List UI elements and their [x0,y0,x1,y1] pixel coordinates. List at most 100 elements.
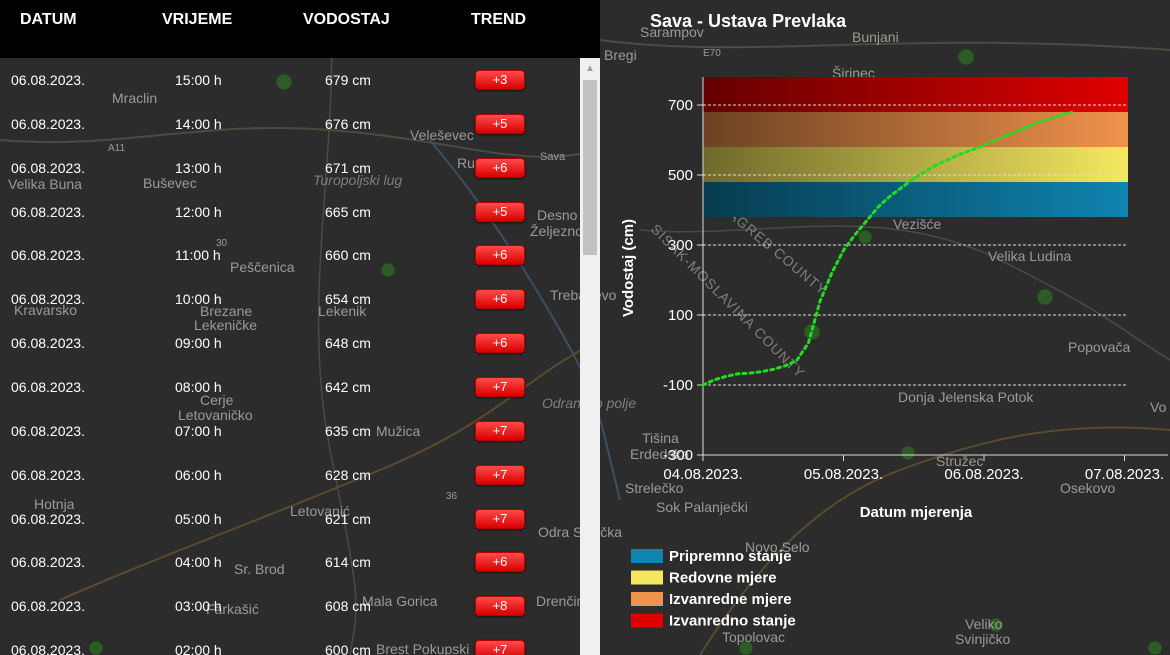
row-time: 02:00 h [175,642,222,655]
scroll-up-arrow-icon[interactable]: ▲ [585,63,595,74]
y-tick-labels: 700 500 300 100 -100 -300 [663,97,693,464]
header-level: VODOSTAJ [303,11,390,28]
row-time: 13:00 h [175,159,222,176]
table-header: DATUM VRIJEME VODOSTAJ TREND [0,0,600,58]
scroll-thumb[interactable] [583,80,597,255]
water-level-chart: Sava - Ustava Prevlaka 700 500 300 100 -100 -… [620,11,1168,630]
map-label: Tišina [642,430,679,446]
trend-badge: +6 [475,552,525,573]
map-label: Letovaničko [178,407,253,423]
table-row: 06.08.2023. 11:00 h 660 cm +6 [0,233,580,277]
map-label: Desno [537,207,578,223]
row-level: 628 cm [325,466,371,483]
table-body[interactable]: 06.08.2023. 15:00 h 679 cm +3 06.08.2023. 14:… [0,58,580,655]
row-level: 648 cm [325,335,371,352]
trend-badge: +5 [475,113,525,134]
trend-badge: +7 [475,508,525,529]
row-level: 621 cm [325,510,371,527]
row-time: 07:00 h [175,422,222,439]
x-tick-label: 04.08.2023. [663,466,742,483]
map-trees [88,48,1163,655]
map-label: 30 [216,238,228,249]
row-level: 665 cm [325,203,371,220]
table-row: 06.08.2023. 12:00 h 665 cm +5 [0,190,580,234]
x-tick-label: 06.08.2023. [944,466,1023,483]
trend-badge: +7 [475,376,525,397]
map-label: Osekovo [1060,480,1115,496]
row-time: 11:00 h [175,247,221,264]
table-scrollbar[interactable]: ▲ [580,58,600,655]
trend-badge: +6 [475,245,525,266]
header-date: DATUM [20,11,77,28]
row-date: 06.08.2023. [11,598,85,615]
zone-band-shade [703,182,1128,217]
x-tick-labels: 04.08.2023. 05.08.2023. 06.08.2023. 07.08.2… [663,455,1164,483]
map-label: Ru [457,155,475,171]
row-date: 06.08.2023. [11,466,85,483]
map-label: Svinjičko [955,631,1010,647]
row-date: 06.08.2023. [11,510,85,527]
legend: Pripremno stanje Redovne mjere Izvanredne … [631,548,796,630]
header-time: VRIJEME [162,11,233,28]
series-line [701,110,1074,387]
row-time: 12:00 h [175,203,222,220]
legend-label: Redovne mjere [669,570,777,587]
row-date: 06.08.2023. [11,115,85,132]
map-label: Lekenik [318,303,367,319]
y-tick-label: 100 [668,307,693,324]
row-date: 06.08.2023. [11,291,85,308]
table-row: 06.08.2023. 10:00 h 654 cm +6 [0,277,580,321]
x-tick-label: 07.08.2023. [1085,466,1164,483]
table-row: 06.08.2023. 06:00 h 628 cm +7 [0,453,580,497]
map-label: Bunjani [852,29,899,45]
grid-lines [697,104,1128,456]
trend-badge: +7 [475,464,525,485]
row-date: 06.08.2023. [11,378,85,395]
map-label: Novo Selo [745,539,810,555]
row-time: 15:00 h [175,72,222,88]
row-time: 04:00 h [175,554,222,571]
y-tick-label: 300 [668,237,693,254]
row-level: 671 cm [325,159,371,176]
table-row: 06.08.2023. 08:00 h 642 cm +7 [0,365,580,409]
row-level: 635 cm [325,422,371,439]
y-tick-label: -300 [663,447,693,464]
map-label: Brest Pokupski [376,641,469,655]
chart-axes [702,77,1168,456]
table-row: 06.08.2023. 13:00 h 671 cm +6 [0,146,580,190]
map-label: Velika Buna [8,176,82,192]
row-level: 679 cm [325,72,371,88]
trend-badge: +6 [475,157,525,178]
map-label: Mala Gorica [362,593,438,609]
legend-swatch [631,570,663,585]
map-label: Kravarsko [14,302,77,318]
trend-badge: +7 [475,640,525,655]
map-label: Topolovac [722,629,785,645]
zone-band-shade [703,112,1128,147]
legend-label: Izvanredno stanje [669,613,796,630]
water-level-table: DATUM VRIJEME VODOSTAJ TREND 06.08.2023.… [0,0,600,655]
row-level: 614 cm [325,554,371,571]
y-tick-label: -100 [663,377,693,394]
trend-badge: +5 [475,201,525,222]
table-row: 06.08.2023. 04:00 h 614 cm +6 [0,540,580,584]
row-date: 06.08.2023. [11,642,85,655]
map-label: Velika Ludina [988,248,1072,264]
trend-badge: +6 [475,289,525,310]
map-label: Mraclin [112,90,157,106]
map-label: Veliko [965,616,1003,632]
row-date: 06.08.2023. [11,247,85,264]
table-row: 06.08.2023. 05:00 h 621 cm +7 [0,497,580,541]
row-date: 06.08.2023. [11,159,85,176]
legend-label: Pripremno stanje [669,548,792,565]
row-date: 06.08.2023. [11,422,85,439]
map-label: Strelečko [625,480,684,496]
table-row: 06.08.2023. 02:00 h 600 cm +7 [0,628,580,655]
map-label: Vo [1150,399,1167,415]
y-axis-label: Vodostaj (cm) [620,219,637,317]
zone-band-shade [703,77,1128,112]
map-label: 36 [446,491,458,502]
map-label: Sok Palanječki [656,499,748,515]
